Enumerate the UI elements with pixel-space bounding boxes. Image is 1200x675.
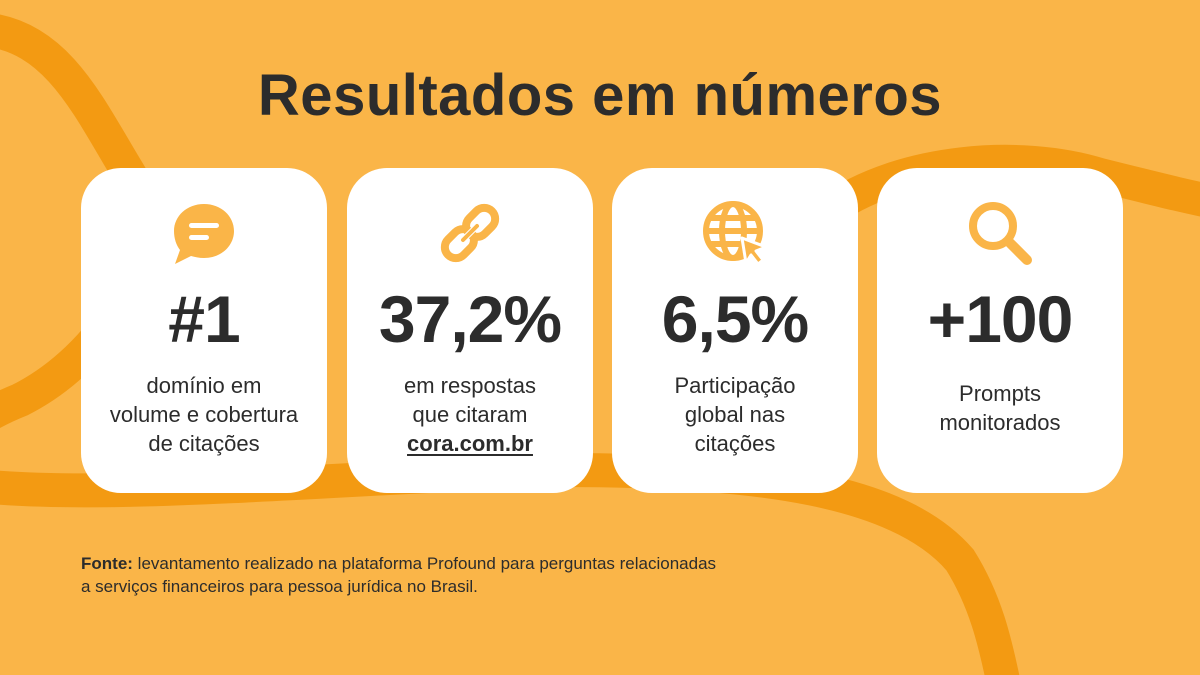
- page-title: Resultados em números: [257, 63, 943, 128]
- stat-card-respostas: 37,2% em respostas que citaram cora.com.…: [347, 168, 593, 493]
- stat-value: +100: [927, 282, 1074, 356]
- source-text-line1: levantamento realizado na plataforma Pro…: [137, 554, 717, 573]
- source-text-line2: a serviços financeiros para pessoa juríd…: [81, 577, 478, 596]
- stat-description: Participação global nas citações: [674, 373, 796, 456]
- stat-value: 37,2%: [378, 282, 562, 356]
- stat-description: Prompts monitorados: [939, 381, 1061, 435]
- stat-value: 6,5%: [661, 282, 809, 356]
- stat-value: #1: [168, 282, 240, 356]
- search-icon: [965, 198, 1035, 268]
- link-icon: [435, 198, 505, 268]
- stat-card-participacao: 6,5% Participação global nas citações: [612, 168, 858, 493]
- source-note: Fonte: levantamento realizado na platafo…: [81, 552, 881, 598]
- stat-description: domínio em volume e cobertura de citaçõe…: [109, 373, 299, 456]
- stat-card-prompts: +100 Prompts monitorados: [877, 168, 1123, 493]
- chat-bubble-icon: [169, 198, 239, 268]
- stat-card-dominio: #1 domínio em volume e cobertura de cita…: [81, 168, 327, 493]
- stat-description: em respostas que citaram cora.com.br: [403, 373, 537, 456]
- globe-cursor-icon: [700, 198, 770, 268]
- source-label: Fonte:: [81, 554, 133, 573]
- cora-link[interactable]: cora.com.br: [407, 431, 533, 456]
